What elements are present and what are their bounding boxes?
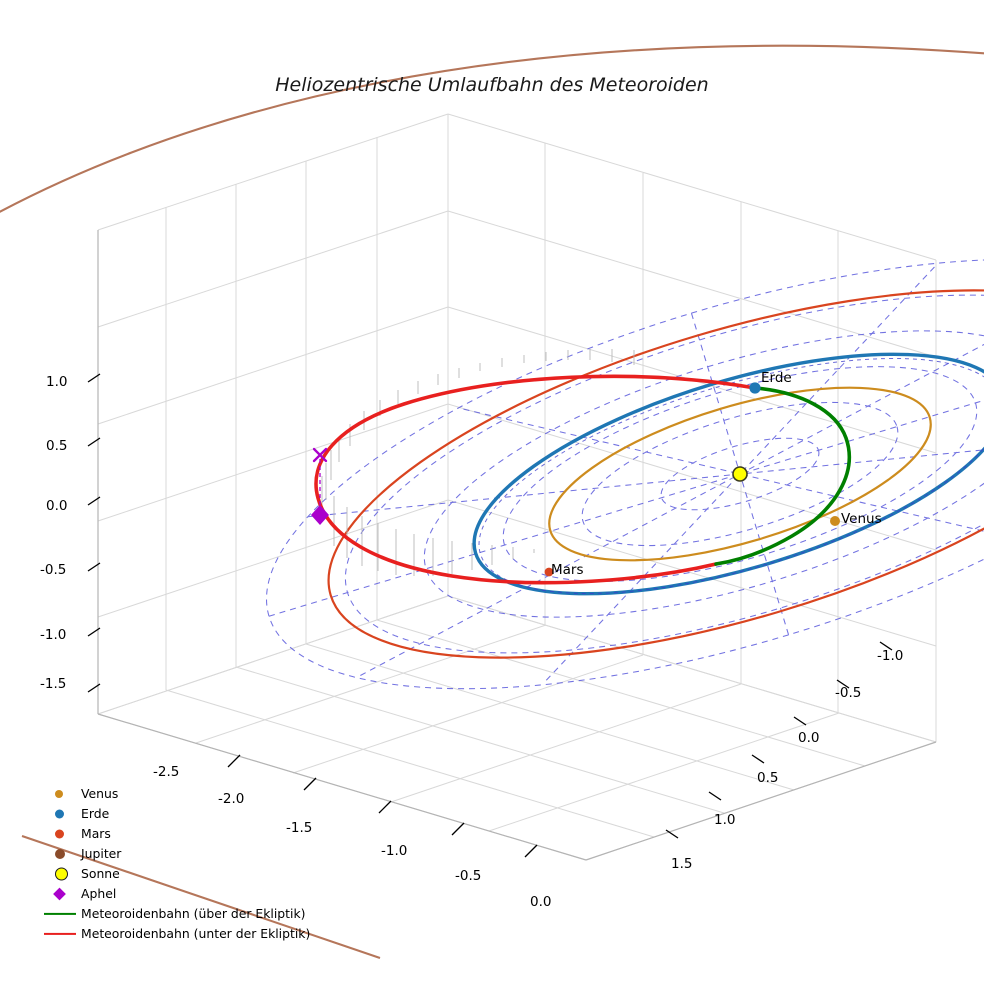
z-tick-1: 0.5 [46,438,68,454]
red-line-icon [42,924,78,944]
aphel-diamond-icon [42,884,78,904]
erde-orbit-ecliptic-shadow [478,357,984,595]
legend-label-aphel: Aphel [81,886,117,901]
axis-tick-marks [87,373,893,858]
x-tick-1: -2.0 [218,791,245,807]
y-tick-4: 1.0 [714,812,736,828]
legend-label-meteoroid-below: Meteoroidenbahn (unter der Ekliptik) [81,926,311,941]
legend-item-venus[interactable]: Venus [42,784,342,804]
y-tick-1: -0.5 [835,685,862,701]
legend-item-meteoroid-below[interactable]: Meteoroidenbahn (unter der Ekliptik) [42,924,342,944]
erde-dot-icon [42,804,78,824]
meteoroid-orbit-above [714,386,852,566]
legend-label-sonne: Sonne [81,866,120,881]
venus-marker [830,516,840,526]
y-tick-3: 0.5 [757,770,779,786]
x-tick-4: -0.5 [455,868,482,884]
jupiter-orbit [0,44,984,959]
meteoroid-orbit-below [314,374,757,585]
sonne-marker [732,466,748,482]
legend-item-meteoroid-above[interactable]: Meteoroidenbahn (über der Ekliptik) [42,904,342,924]
y-tick-2: 0.0 [798,730,820,746]
sonne-dot-icon [42,864,78,884]
aphel-cross-icon [312,447,328,463]
legend-label-venus: Venus [81,786,119,801]
y-tick-0: -1.0 [877,648,904,664]
legend-item-jupiter[interactable]: Jupiter [42,844,342,864]
aphel-diamond-icon [311,505,329,525]
venus-orbit [548,386,932,562]
z-tick-2: 0.0 [46,498,68,514]
legend-item-mars[interactable]: Mars [42,824,342,844]
y-tick-5: 1.5 [671,856,693,872]
mars-marker [544,567,554,577]
venus-label: Venus [841,511,882,527]
z-tick-0: 1.0 [46,374,68,390]
legend-label-mars: Mars [81,826,111,841]
erde-marker [749,382,761,394]
mars-label: Mars [551,562,584,578]
erde-orbit [472,352,984,596]
x-tick-2: -1.5 [286,820,313,836]
z-tick-3: -0.5 [40,562,67,578]
z-tick-4: -1.0 [40,627,67,643]
erde-label: Erde [761,370,792,386]
legend-item-sonne[interactable]: Sonne [42,864,342,884]
mars-orbit [327,289,984,659]
plot-legend: Venus Erde Mars Jupiter Sonne [42,784,342,944]
legend-item-erde[interactable]: Erde [42,804,342,824]
x-tick-5: 0.0 [530,894,552,910]
axes3d-spines [97,230,937,861]
legend-label-jupiter: Jupiter [81,846,122,861]
x-tick-3: -1.0 [381,843,408,859]
jupiter-dot-icon [42,844,78,864]
venus-dot-icon [42,784,78,804]
axes3d-panes [97,113,937,861]
green-line-icon [42,904,78,924]
mars-dot-icon [42,824,78,844]
z-tick-5: -1.5 [40,676,67,692]
legend-label-erde: Erde [81,806,110,821]
ecliptic-polar-grid [265,258,984,690]
x-tick-0: -2.5 [153,764,180,780]
legend-label-meteoroid-above: Meteoroidenbahn (über der Ekliptik) [81,906,306,921]
legend-item-aphel[interactable]: Aphel [42,884,342,904]
page-title: Heliozentrische Umlaufbahn des Meteoroid… [275,74,709,96]
